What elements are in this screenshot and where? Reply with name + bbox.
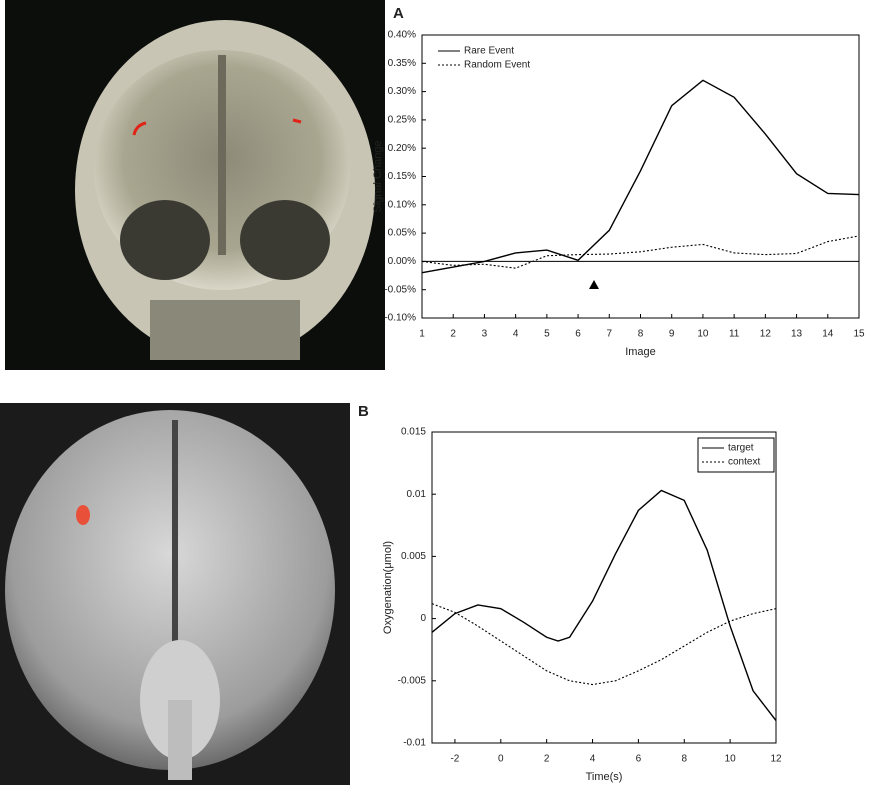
legend-label: Rare Event: [464, 46, 514, 57]
legend-label: target: [728, 443, 754, 454]
x-tick-label: 12: [770, 754, 782, 765]
plot-frame: [431, 431, 777, 744]
y-tick-label: 0.10%: [388, 199, 416, 210]
x-tick-label: 9: [669, 329, 675, 340]
x-tick-label: 6: [636, 754, 642, 765]
y-tick-label: 0.15%: [388, 171, 416, 182]
y-tick-label: -0.10%: [384, 313, 416, 324]
x-tick-label: 14: [822, 329, 834, 340]
x-tick-label: 0: [498, 754, 504, 765]
x-tick-label: 10: [697, 329, 709, 340]
x-tick-label: 7: [607, 329, 613, 340]
y-tick-label: 0.40%: [388, 30, 416, 41]
x-tick-label: 13: [791, 329, 803, 340]
onset-marker: [589, 280, 599, 289]
legend-box: [697, 437, 775, 473]
y-tick-label: 0.01: [407, 489, 427, 500]
y-tick-label: 0.005: [401, 551, 426, 562]
panel-label: A: [393, 5, 404, 22]
x-axis-label: Time(s): [586, 771, 623, 783]
x-axis-label: Image: [625, 346, 656, 358]
x-tick-label: -2: [450, 754, 459, 765]
x-tick-label: 11: [729, 329, 740, 340]
legend-label: Random Event: [464, 60, 530, 71]
brain-image: [0, 403, 350, 785]
x-tick-label: 4: [590, 754, 596, 765]
legend-label: context: [728, 457, 760, 468]
y-tick-label: 0: [420, 613, 426, 624]
panel-label: B: [358, 403, 369, 420]
y-tick-label: 0.25%: [388, 115, 416, 126]
x-tick-label: 10: [725, 754, 737, 765]
y-tick-label: -0.005: [398, 675, 427, 686]
series-line: [431, 603, 777, 686]
x-tick-label: 3: [482, 329, 488, 340]
y-axis-label: Oxygenation(μmol): [382, 541, 394, 634]
series-line: [421, 79, 860, 274]
x-tick-label: 4: [513, 329, 519, 340]
series-line: [431, 489, 777, 722]
x-tick-label: 8: [638, 329, 644, 340]
x-tick-label: 5: [544, 329, 550, 340]
y-tick-label: 0.20%: [388, 143, 416, 154]
y-tick-label: 0.05%: [388, 228, 416, 239]
x-tick-label: 12: [760, 329, 772, 340]
x-tick-label: 2: [544, 754, 550, 765]
y-tick-label: 0.35%: [388, 58, 416, 69]
x-tick-label: 1: [419, 329, 425, 340]
y-tick-label: -0.05%: [384, 284, 416, 295]
mri-image: [5, 0, 385, 370]
x-tick-label: 2: [450, 329, 456, 340]
plot-frame: [421, 34, 860, 319]
y-tick-label: 0.30%: [388, 86, 416, 97]
y-axis-label: Signal Change: [372, 140, 384, 212]
y-tick-label: -0.01: [403, 738, 426, 749]
series-line: [421, 235, 860, 269]
y-tick-label: 0.015: [401, 427, 426, 438]
x-tick-label: 6: [575, 329, 581, 340]
y-tick-label: 0.00%: [388, 256, 416, 267]
x-tick-label: 8: [681, 754, 687, 765]
x-tick-label: 15: [853, 329, 865, 340]
